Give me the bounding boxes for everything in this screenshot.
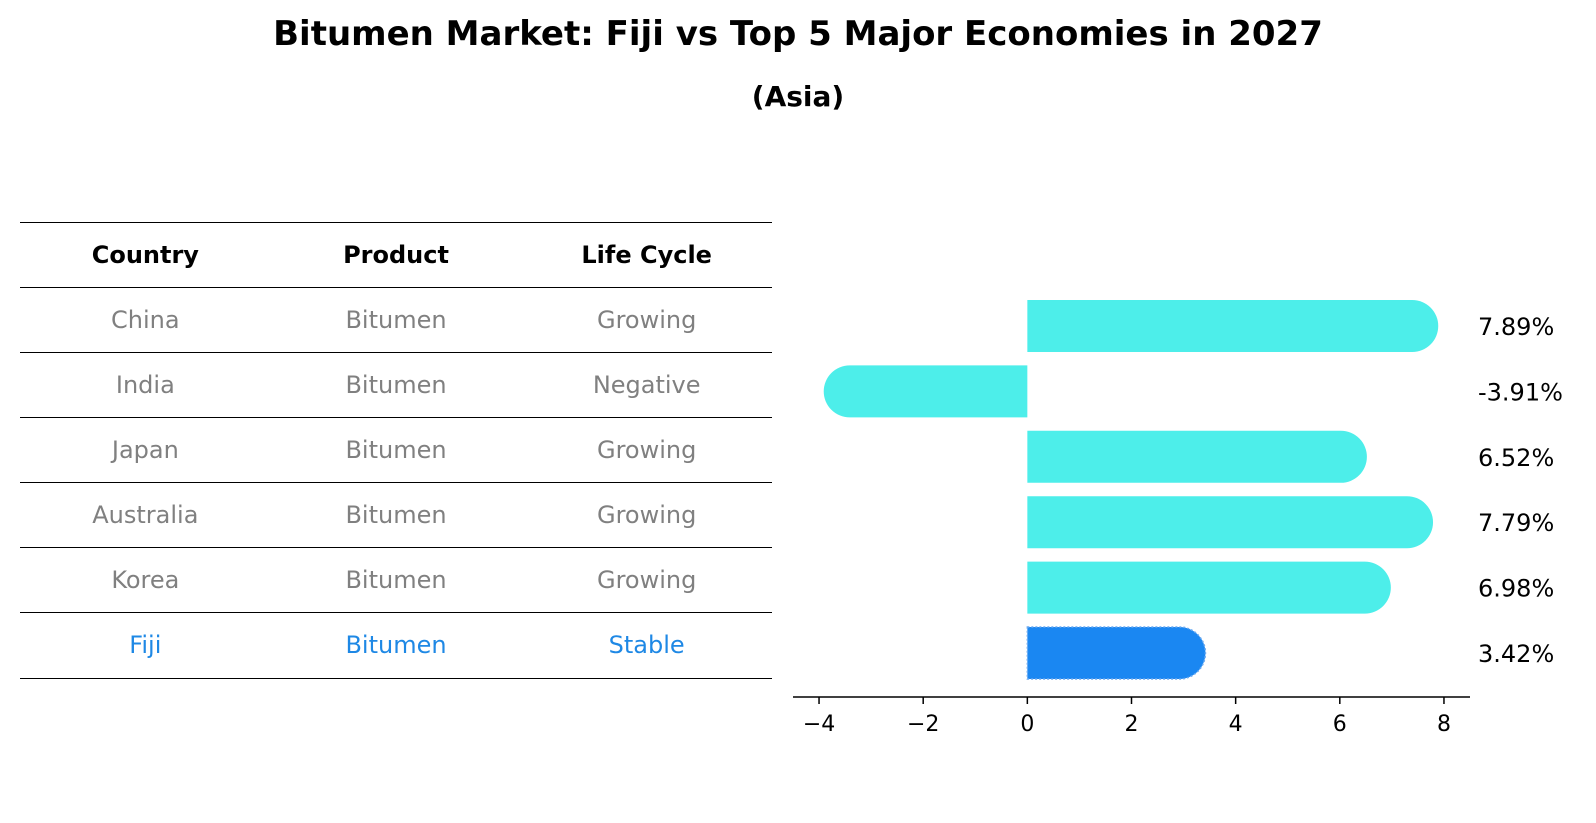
cell-life-cycle: Growing — [596, 501, 697, 529]
table-header-row: Country Product Life Cycle — [20, 222, 772, 288]
table-row: Japan Bitumen Growing — [20, 417, 772, 483]
cell-country: Japan — [111, 436, 179, 464]
table-rule — [20, 287, 772, 288]
table-rule — [20, 482, 772, 483]
value-label: 6.52% — [1478, 444, 1554, 472]
cell-product: Bitumen — [345, 306, 447, 334]
cell-product: Bitumen — [345, 501, 447, 529]
bar-korea — [1027, 561, 1391, 614]
header-country: Country — [91, 241, 199, 269]
header-life-cycle: Life Cycle — [581, 241, 712, 269]
table-rule — [20, 417, 772, 418]
bar-china — [1027, 300, 1439, 352]
cell-country: Korea — [111, 566, 180, 594]
cell-product: Bitumen — [345, 436, 447, 464]
chart-title: Bitumen Market: Fiji vs Top 5 Major Econ… — [273, 14, 1323, 54]
cell-country: India — [115, 371, 175, 399]
chart-subtitle: (Asia) — [751, 80, 845, 113]
cell-life-cycle: Growing — [596, 436, 697, 464]
table-rule — [20, 352, 772, 353]
cell-life-cycle: Growing — [596, 306, 697, 334]
table-rule — [20, 547, 772, 548]
x-tick-label: −4 — [803, 712, 835, 737]
header-product: Product — [343, 241, 449, 269]
bar-australia — [1027, 496, 1434, 549]
table-row-highlight: Fiji Bitumen Stable — [20, 612, 772, 678]
x-tick-label: 8 — [1437, 712, 1451, 737]
cell-country: Australia — [92, 501, 199, 529]
table-row: China Bitumen Growing — [20, 287, 772, 353]
cell-life-cycle: Stable — [608, 631, 685, 659]
table-rule — [20, 222, 772, 223]
x-tick-label: 6 — [1333, 712, 1347, 737]
cell-product: Bitumen — [345, 371, 447, 399]
bar-japan — [1027, 430, 1367, 483]
x-tick-label: 4 — [1229, 712, 1243, 737]
value-label: 6.98% — [1478, 575, 1554, 603]
table-row: Korea Bitumen Growing — [20, 547, 772, 613]
cell-life-cycle: Negative — [592, 371, 701, 399]
table-row: Australia Bitumen Growing — [20, 482, 772, 548]
x-tick-label: −2 — [907, 712, 939, 737]
cell-product: Bitumen — [345, 566, 447, 594]
value-label: 7.89% — [1478, 313, 1554, 341]
table-row: India Bitumen Negative — [20, 352, 772, 418]
x-tick-label: 2 — [1125, 712, 1139, 737]
x-tick-label: 0 — [1020, 712, 1034, 737]
cell-life-cycle: Growing — [596, 566, 697, 594]
cell-country: China — [111, 306, 180, 334]
bar-fiji — [1026, 626, 1207, 680]
value-label: 7.79% — [1478, 509, 1554, 537]
table-rule — [20, 612, 772, 613]
bar-india — [823, 365, 1028, 418]
cell-product: Bitumen — [345, 631, 447, 659]
value-label: -3.91% — [1478, 378, 1563, 406]
cell-country: Fiji — [129, 631, 162, 659]
value-label: 3.42% — [1478, 640, 1554, 668]
table-rule — [20, 678, 772, 679]
